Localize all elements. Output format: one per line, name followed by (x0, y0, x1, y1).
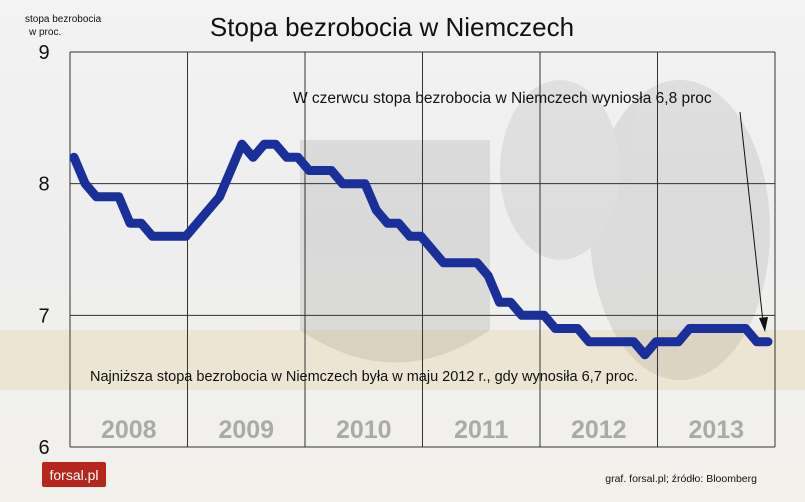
annotation-arrow-head (759, 317, 768, 332)
y-tick-label: 9 (38, 42, 49, 64)
y-tick-labels: 9 8 7 6 (38, 42, 49, 459)
y-tick-label: 6 (38, 437, 49, 459)
annotation-arrow (739, 111, 764, 323)
y-axis-label-line-2: w proc. (28, 27, 61, 38)
logo-text: forsal.pl (49, 467, 98, 483)
source-note: graf. forsal.pl; źródło: Bloomberg (605, 473, 757, 485)
year-label: 2012 (571, 416, 627, 444)
year-labels: 2008 2009 2010 2011 2012 2013 (101, 416, 744, 444)
logo-badge (42, 462, 106, 487)
gridlines (69, 51, 776, 448)
annotation-lowest: Najniższa stopa bezrobocia w Niemczech b… (90, 369, 638, 385)
series-line (69, 139, 773, 360)
y-tick-label: 7 (38, 305, 49, 327)
chart-title: Stopa bezrobocia w Niemczech (210, 12, 574, 42)
year-label: 2008 (101, 416, 157, 444)
annotation-june: W czerwcu stopa bezrobocia w Niemczech w… (293, 90, 712, 107)
year-label: 2011 (454, 416, 508, 444)
year-label: 2013 (688, 416, 744, 444)
year-label: 2009 (218, 416, 274, 444)
background-emblem (300, 80, 770, 380)
y-tick-label: 8 (38, 174, 49, 196)
year-label: 2010 (336, 416, 392, 444)
y-axis-label-line-1: stopa bezrobocia (25, 14, 102, 25)
